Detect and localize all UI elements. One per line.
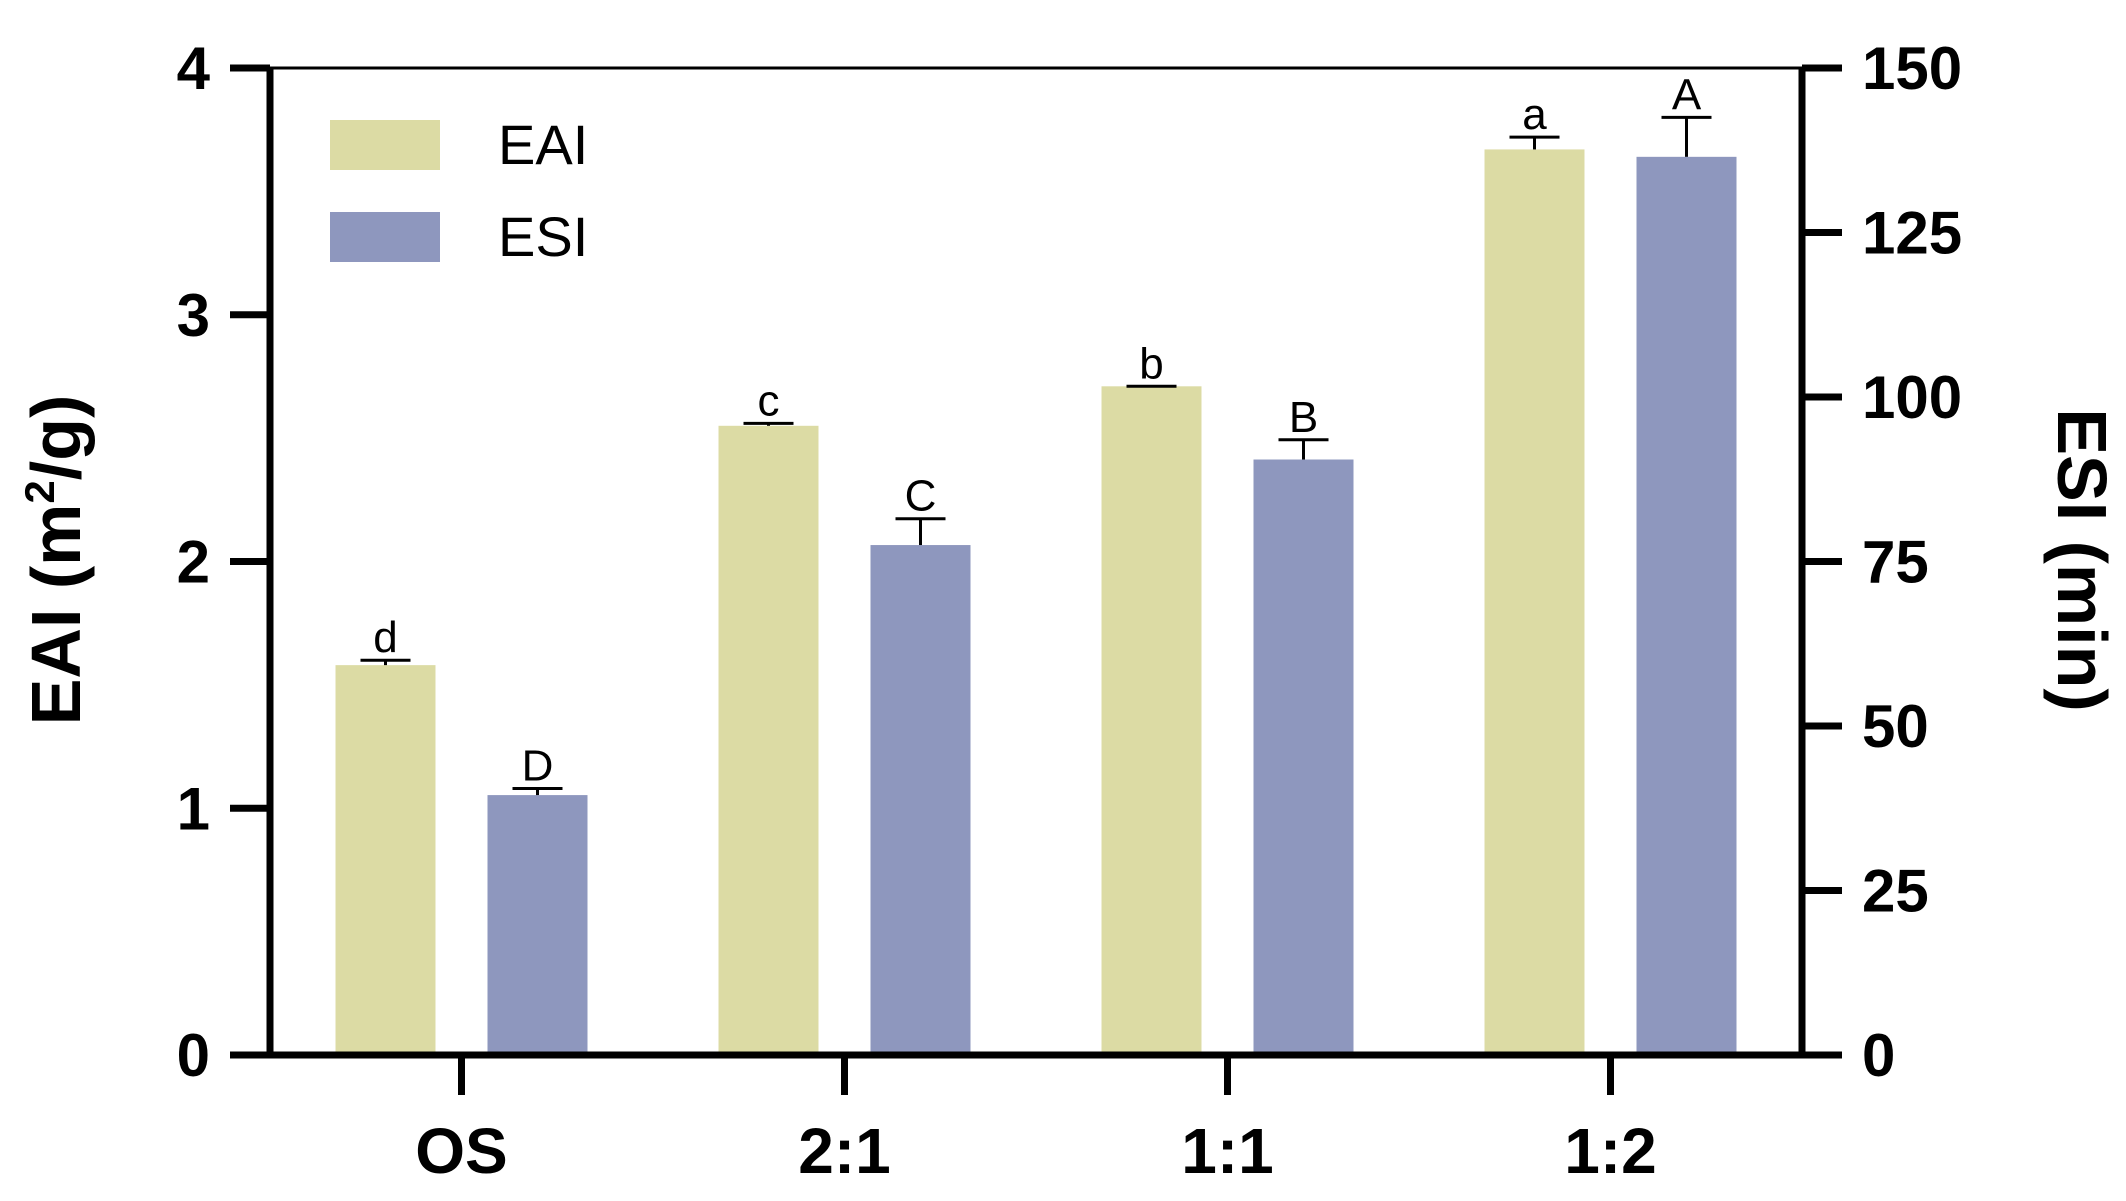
- bar-eai-0: [335, 665, 436, 1055]
- bar-esi-3: [1636, 156, 1737, 1055]
- legend-swatch-esi: [330, 212, 440, 262]
- significance-label-esi-1: C: [905, 472, 937, 521]
- bar-esi-2: [1253, 459, 1354, 1055]
- left-tick-label-1: 1: [177, 775, 210, 842]
- legend-label-esi: ESI: [498, 205, 588, 268]
- right-tick-label-2: 50: [1862, 693, 1929, 760]
- legend-swatch-eai: [330, 120, 440, 170]
- significance-label-eai-1: c: [758, 376, 780, 425]
- right-tick-label-6: 150: [1862, 35, 1962, 102]
- bar-eai-2: [1101, 386, 1202, 1055]
- x-tick-label-3: 1:2: [1564, 1115, 1657, 1187]
- significance-label-esi-0: D: [522, 742, 554, 791]
- bar-esi-1: [870, 545, 971, 1055]
- bar-eai-3: [1484, 149, 1585, 1056]
- significance-label-esi-3: A: [1672, 70, 1702, 119]
- left-tick-label-0: 0: [177, 1022, 210, 1089]
- significance-label-esi-2: B: [1289, 393, 1318, 442]
- bar-esi-0: [487, 795, 588, 1055]
- left-axis-title: EAI (m2/g): [16, 395, 95, 726]
- legend-label-eai: EAI: [498, 113, 588, 176]
- right-tick-label-3: 75: [1862, 529, 1929, 596]
- left-tick-label-4: 4: [177, 35, 211, 102]
- plot-area: d D OS c C 2:1 b B 1:1 a A 1:2 0 1 2 3 4 0 25 50 75 100 125 150…: [177, 35, 1962, 1187]
- right-tick-label-5: 125: [1862, 200, 1962, 267]
- right-tick-label-4: 100: [1862, 364, 1962, 431]
- x-tick-label-0: OS: [415, 1115, 507, 1187]
- left-axis-title-end: /g): [17, 395, 95, 481]
- x-tick-label-2: 1:1: [1181, 1115, 1274, 1187]
- right-tick-label-1: 25: [1862, 858, 1929, 925]
- left-tick-label-2: 2: [177, 529, 210, 596]
- significance-label-eai-2: b: [1139, 339, 1163, 388]
- right-axis-title: ESI (min): [2043, 408, 2121, 711]
- x-tick-label-1: 2:1: [798, 1115, 891, 1187]
- left-axis-title-superscript: 2: [16, 480, 63, 503]
- significance-label-eai-0: d: [373, 613, 397, 662]
- right-tick-label-0: 0: [1862, 1022, 1895, 1089]
- bar-eai-1: [718, 425, 819, 1056]
- svg-text:EAI (m2/g): EAI (m2/g): [16, 395, 95, 726]
- left-tick-label-3: 3: [177, 282, 210, 349]
- significance-label-eai-3: a: [1522, 90, 1547, 139]
- left-axis-title-main: EAI (m: [17, 504, 95, 726]
